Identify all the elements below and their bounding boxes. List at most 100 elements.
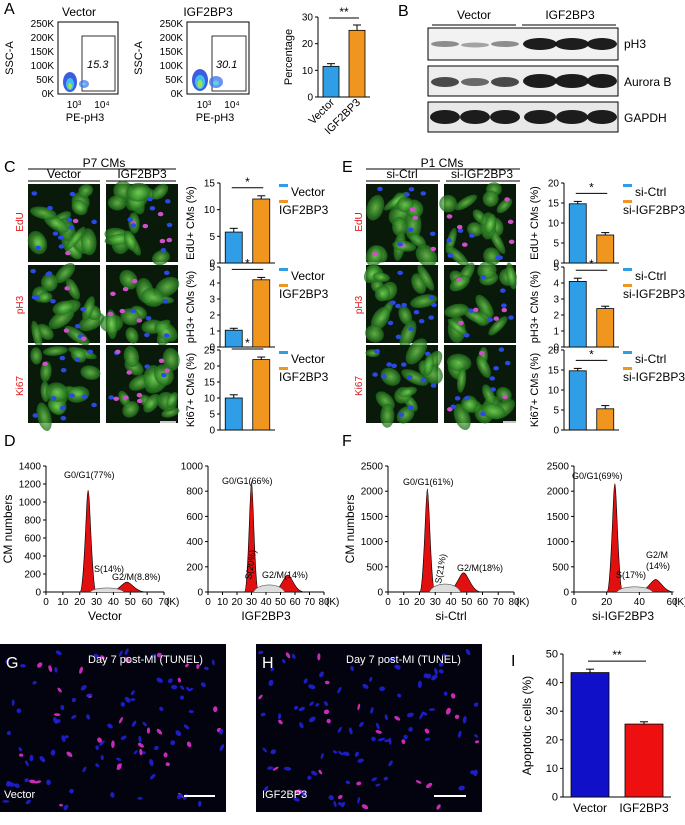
dapi-nucleus (413, 310, 420, 315)
y-tick-label: 400 (24, 552, 41, 563)
dapi-nucleus (489, 376, 496, 381)
panel-c-row-ki67: Ki67 (15, 376, 26, 396)
x-tick-label: 80 (318, 597, 330, 608)
dapi-nucleus (35, 245, 41, 251)
y-tick-label: 200 (24, 570, 41, 581)
cardiomyocyte-cytoplasm (37, 291, 53, 303)
dapi-nucleus (71, 714, 77, 719)
dapi-nucleus (309, 701, 314, 706)
dapi-nucleus (270, 667, 275, 672)
y-axis-label: CM numbers (1, 495, 15, 564)
y-tick-label: 1500 (547, 512, 570, 523)
dapi-nucleus (86, 714, 91, 720)
positive-nucleus (65, 250, 71, 256)
x-tick-label: 10 (398, 597, 410, 608)
y-tick-label: 0 (553, 343, 559, 354)
dapi-nucleus (473, 702, 479, 707)
dapi-nucleus (328, 795, 335, 801)
flow-right-ytick-200k: 200K (160, 33, 184, 44)
f-left-g2-label: G2/M(18%) (457, 563, 503, 573)
cardiomyocyte-cytoplasm (456, 367, 467, 393)
dapi-nucleus (372, 372, 378, 377)
dapi-nucleus (395, 303, 401, 309)
dapi-nucleus (311, 770, 318, 776)
x-tick-label: 70 (493, 597, 505, 608)
dapi-nucleus (32, 681, 37, 685)
cardiomyocyte-cytoplasm (151, 183, 169, 200)
dapi-nucleus (50, 749, 56, 756)
dapi-nucleus (464, 395, 470, 401)
dapi-nucleus (408, 326, 414, 332)
dapi-nucleus (58, 244, 65, 249)
dapi-nucleus (179, 685, 185, 690)
cardiomyocyte-cytoplasm (71, 199, 88, 216)
d-left-g0-label: G0/G1(77%) (64, 470, 115, 480)
dapi-nucleus (442, 653, 447, 657)
dapi-nucleus (369, 676, 373, 682)
dapi-nucleus (388, 657, 396, 662)
y-axis-label: Percentage (283, 29, 295, 85)
tunel-positive-nucleus (258, 694, 263, 700)
x-axis-label: si-Ctrl (435, 609, 466, 623)
micrograph-tile (365, 184, 438, 267)
s-phase-area (253, 584, 286, 593)
dapi-nucleus (337, 802, 343, 806)
g0g1-peak (419, 488, 436, 593)
dapi-nucleus (16, 708, 22, 714)
positive-nucleus (504, 197, 510, 202)
tunel-vector-image (0, 644, 226, 812)
panel-c-row-edu: EdU (15, 212, 26, 231)
dapi-nucleus (127, 217, 133, 222)
tunel-positive-nucleus (156, 652, 162, 658)
chart-d-igf2bp3-cell-cycle: 0 200 400 600 800 1000 0 10 20 30 40 50 60 70 80(K) IGF… (181, 462, 340, 624)
y-tick-label: 1000 (361, 537, 384, 548)
chart-e-ki67: 0 5 10 15 20 Ki67+ CMs (%) * si-Ctrl si-IGF2BP3 (529, 346, 685, 437)
cardiomyocyte-cytoplasm (444, 303, 469, 318)
tunel-positive-nucleus (163, 752, 168, 758)
flow-right-ytick-50k: 50K (165, 75, 183, 86)
dapi-nucleus (87, 349, 94, 354)
dapi-nucleus (270, 749, 277, 755)
y-tick-label: 20 (204, 362, 216, 373)
flow-left-gate (81, 35, 116, 92)
dapi-nucleus (63, 804, 69, 811)
x-tick-label: 0 (43, 597, 49, 608)
positive-nucleus (430, 246, 437, 252)
positive-nucleus (64, 286, 71, 291)
dapi-nucleus (493, 366, 499, 371)
y-tick-label: 1 (553, 327, 559, 338)
bar-igf2bp3 (624, 723, 664, 798)
legend-swatch (623, 268, 632, 271)
cardiomyocyte-cytoplasm (27, 230, 48, 255)
y-tick-label: 1400 (19, 462, 42, 473)
dapi-nucleus (375, 783, 381, 787)
x-tick-label: 50 (461, 597, 473, 608)
dapi-nucleus (406, 712, 414, 718)
cardiomyocyte-cytoplasm (476, 355, 491, 378)
dapi-nucleus (359, 721, 364, 727)
dapi-nucleus (419, 712, 424, 720)
dapi-nucleus (219, 744, 225, 752)
panel-e-row-edu: EdU (354, 212, 365, 231)
cardiomyocyte-cytoplasm (143, 393, 160, 413)
positive-nucleus (456, 277, 462, 283)
tunel-positive-nucleus (34, 780, 42, 784)
cardiomyocyte-cytoplasm (447, 318, 468, 336)
positive-nucleus (72, 218, 79, 224)
dapi-nucleus (108, 395, 115, 400)
cardiomyocyte-cytoplasm (483, 247, 501, 266)
dapi-nucleus (454, 396, 461, 401)
blot-group-igf2bp3: IGF2BP3 (545, 8, 595, 22)
legend-label: IGF2BP3 (279, 370, 329, 384)
dapi-nucleus (144, 364, 151, 369)
tunel-positive-nucleus (361, 804, 369, 810)
dapi-nucleus (219, 729, 224, 735)
x-axis-unit: (K) (674, 597, 685, 608)
y-tick-label: 0 (209, 426, 215, 437)
dapi-nucleus (421, 711, 428, 716)
dapi-nucleus (345, 780, 351, 785)
tunel-positive-nucleus (165, 762, 170, 767)
tunel-positive-nucleus (375, 730, 382, 734)
dapi-nucleus (267, 766, 274, 770)
x-tick-label: 0 (571, 597, 577, 608)
